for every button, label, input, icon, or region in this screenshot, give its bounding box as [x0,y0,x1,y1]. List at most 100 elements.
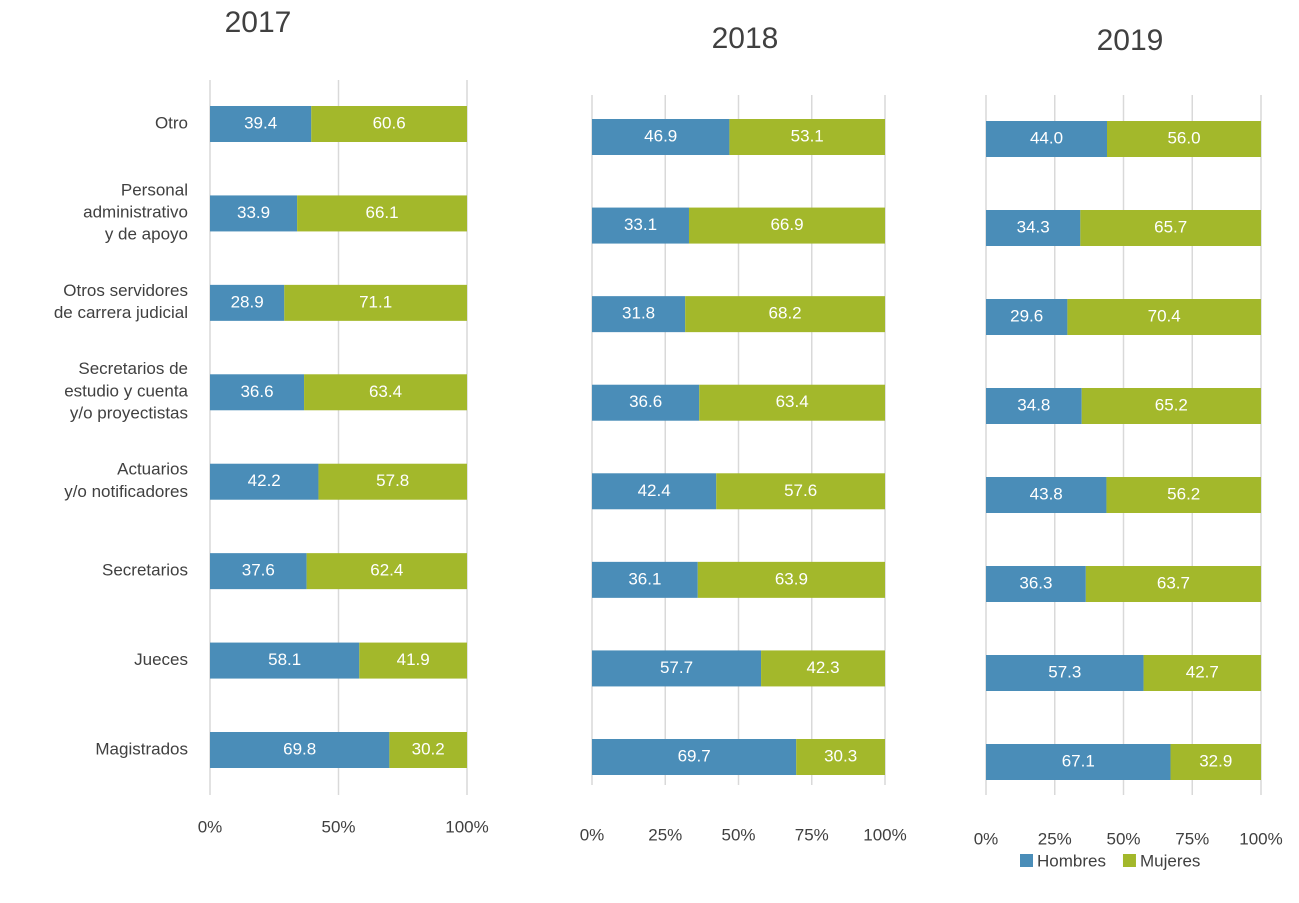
bar-segment [210,642,360,679]
bar-segment [1067,299,1261,335]
category-label: Personal administrativo y de apoyo [83,181,188,244]
legend-swatch [1122,854,1136,867]
bar-segment [359,642,467,679]
bar-segment [986,299,1068,335]
bar-segment [685,296,885,333]
value-label: 71.1 [359,292,392,311]
value-label: 60.6 [373,113,406,132]
bar-segment [1085,566,1261,602]
bar-segment [592,207,689,244]
bar-segment [592,561,698,598]
value-label: 29.6 [1010,306,1043,325]
bar-segment [1170,744,1261,780]
value-label: 34.8 [1017,395,1050,414]
x-tick-label: 75% [1175,829,1209,848]
value-label: 66.9 [770,215,803,234]
bar-segment [592,739,797,775]
bar-segment [986,388,1082,424]
value-label: 31.8 [622,304,655,323]
bar-segment [1143,655,1261,691]
value-label: 30.2 [412,739,445,758]
value-label: 42.4 [638,481,671,500]
value-label: 39.4 [244,113,277,132]
bar-segment [1081,388,1261,424]
bar-segment [986,210,1081,246]
x-tick-label: 25% [1038,829,1072,848]
value-label: 33.1 [624,215,657,234]
category-label: Jueces [134,650,188,669]
value-label: 28.9 [231,292,264,311]
category-label: Actuarios y/o notificadores [64,460,188,501]
x-tick-label: 50% [321,817,355,836]
value-label: 57.7 [660,658,693,677]
value-label: 42.3 [806,658,839,677]
value-label: 36.1 [628,569,661,588]
category-label: Otro [155,113,188,132]
value-label: 63.4 [776,392,809,411]
bar-segment [1106,477,1261,513]
bar-segment [986,566,1086,602]
legend-label: Hombres [1037,851,1106,870]
value-label: 37.6 [242,561,275,580]
value-label: 53.1 [791,126,824,145]
bar-segment [986,744,1171,780]
bar-segment [729,119,885,155]
bar-segment [592,473,717,510]
value-label: 69.8 [283,739,316,758]
value-label: 57.6 [784,481,817,500]
bar-segment [210,195,298,232]
bar-segment [697,561,885,598]
x-tick-label: 50% [721,825,755,844]
bar-segment [592,650,762,687]
value-label: 57.8 [376,471,409,490]
value-label: 63.4 [369,382,402,401]
value-label: 65.2 [1155,395,1188,414]
bar-segment [210,284,285,321]
bar-segment [592,384,700,421]
bar-segment [284,284,467,321]
bar-segment [210,463,319,500]
bar-segment [304,374,467,411]
x-tick-label: 75% [795,825,829,844]
x-tick-label: 50% [1106,829,1140,848]
bar-segment [986,121,1107,157]
value-label: 70.4 [1148,306,1181,325]
value-label: 41.9 [397,650,430,669]
bar-segment [210,106,312,142]
bar-segment [210,732,390,768]
value-label: 34.3 [1017,217,1050,236]
bar-segment [699,384,885,421]
bar-segment [1107,121,1261,157]
bar-segment [986,477,1107,513]
value-label: 42.2 [248,471,281,490]
category-label: Magistrados [95,739,188,758]
x-tick-label: 0% [580,825,605,844]
value-label: 65.7 [1154,217,1187,236]
value-label: 67.1 [1062,751,1095,770]
value-label: 57.3 [1048,662,1081,681]
value-label: 36.3 [1019,573,1052,592]
x-tick-label: 25% [648,825,682,844]
x-tick-label: 100% [445,817,488,836]
value-label: 56.2 [1167,484,1200,503]
legend-swatch [1020,854,1033,867]
bar-segment [306,553,467,590]
bar-segment [1080,210,1261,246]
value-label: 69.7 [678,746,711,765]
category-label: Secretarios [102,561,188,580]
chart-title: 2018 [712,22,779,55]
x-tick-label: 0% [198,817,223,836]
bar-segment [389,732,467,768]
value-label: 44.0 [1030,128,1063,147]
category-label: Secretarios de estudio y cuenta y/o proyec… [64,360,188,423]
bar-segment [297,195,467,232]
bar-segment [796,739,885,775]
value-label: 30.3 [824,746,857,765]
value-label: 36.6 [240,382,273,401]
value-label: 63.7 [1157,573,1190,592]
category-label: Otros servidores de carrera judicial [54,281,188,322]
value-label: 62.4 [370,561,403,580]
bar-segment [761,650,885,687]
value-label: 46.9 [644,126,677,145]
